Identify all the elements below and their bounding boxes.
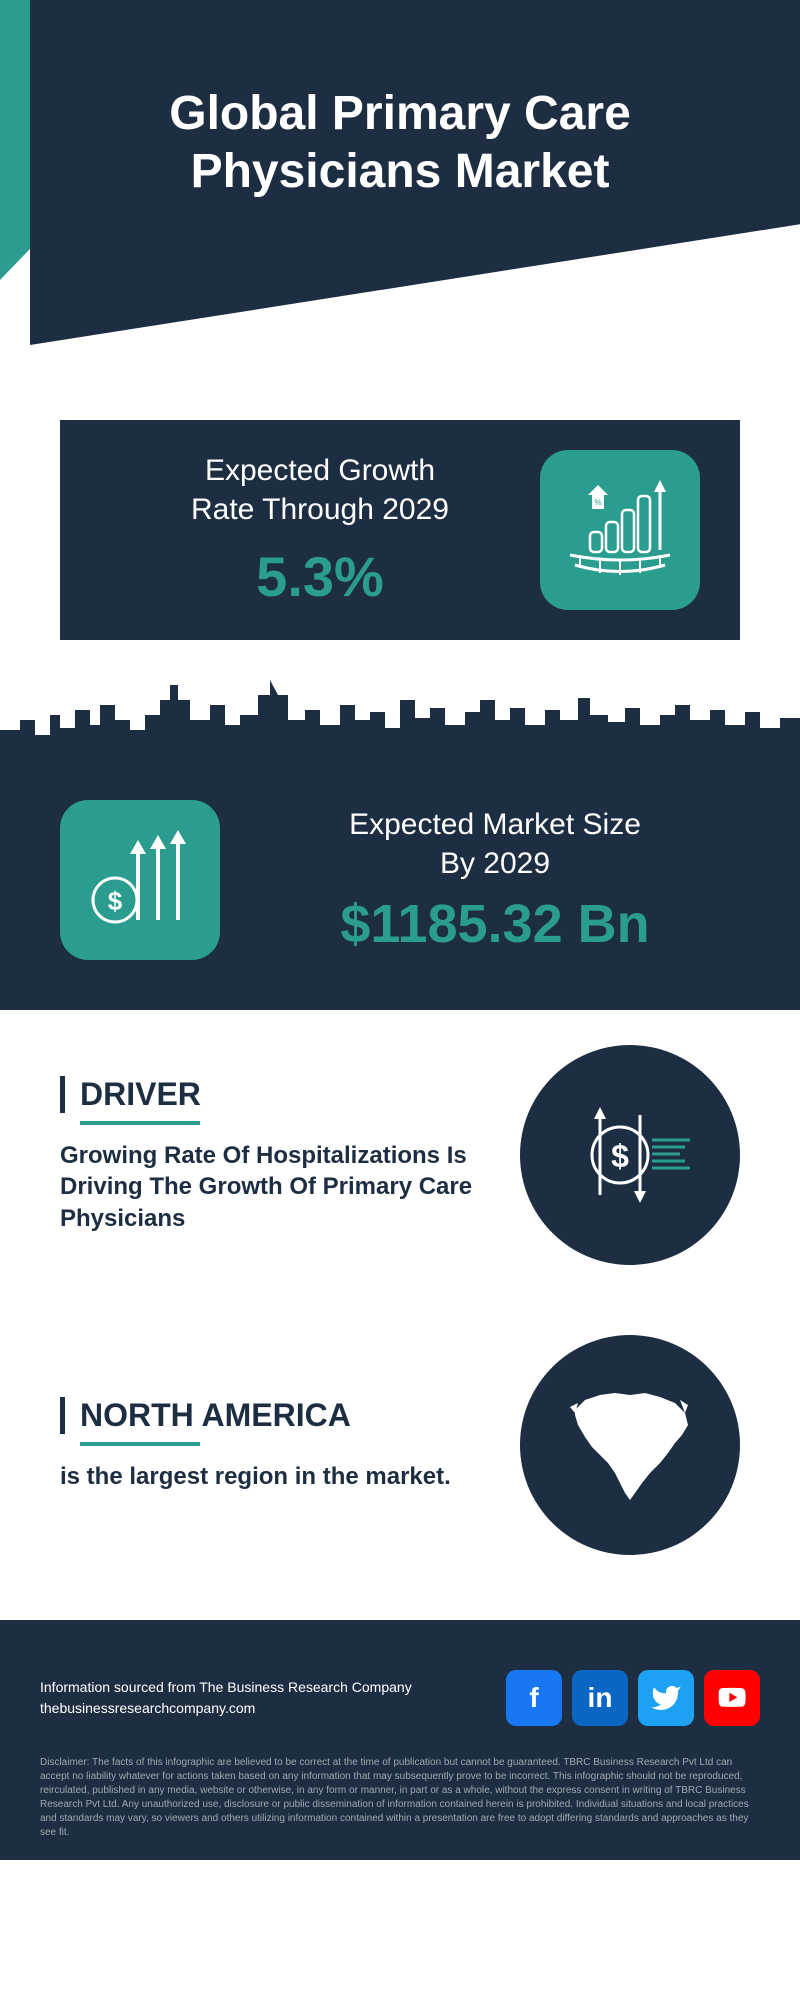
disclaimer-text: Disclaimer: The facts of this infographi… — [40, 1756, 760, 1840]
growth-chart-icon: % — [560, 470, 680, 590]
driver-icon-circle: $ — [520, 1045, 740, 1265]
growth-text-block: Expected Growth Rate Through 2029 5.3% — [100, 451, 540, 609]
region-description: is the largest region in the market. — [60, 1461, 490, 1492]
driver-text: DRIVER Growing Rate Of Hospitalizations … — [60, 1076, 490, 1234]
growth-value: 5.3% — [100, 544, 540, 609]
region-icon-circle — [520, 1335, 740, 1555]
page-title: Global Primary Care Physicians Market — [0, 85, 800, 200]
twitter-icon[interactable] — [638, 1670, 694, 1726]
region-section: NORTH AMERICA is the largest region in t… — [0, 1300, 800, 1590]
skyline-silhouette — [0, 670, 800, 770]
market-value: $1185.32 Bn — [250, 893, 740, 955]
region-heading: NORTH AMERICA — [60, 1397, 490, 1434]
svg-text:$: $ — [611, 1138, 629, 1174]
source-attribution: Information sourced from The Business Re… — [40, 1677, 412, 1719]
market-text-block: Expected Market Size By 2029 $1185.32 Bn — [250, 805, 740, 955]
market-icon-box: $ — [60, 800, 220, 960]
market-label: Expected Market Size By 2029 — [250, 805, 740, 883]
growth-label: Expected Growth Rate Through 2029 — [100, 451, 540, 529]
header-section: Global Primary Care Physicians Market — [0, 0, 800, 380]
title-line-2: Physicians Market — [191, 145, 610, 198]
infographic-container: Global Primary Care Physicians Market Ex… — [0, 0, 800, 1860]
svg-text:%: % — [594, 498, 601, 507]
footer-top-row: Information sourced from The Business Re… — [40, 1670, 760, 1726]
driver-heading: DRIVER — [60, 1076, 490, 1113]
svg-text:$: $ — [108, 886, 123, 916]
driver-section: DRIVER Growing Rate Of Hospitalizations … — [0, 1010, 800, 1300]
market-size-card: $ Expected Market Size By 2029 $1185.32 … — [0, 770, 800, 1010]
north-america-map-icon — [550, 1365, 710, 1525]
social-icons-row: f in — [506, 1670, 760, 1726]
driver-underline — [80, 1121, 200, 1125]
title-line-1: Global Primary Care — [169, 87, 631, 140]
region-text: NORTH AMERICA is the largest region in t… — [60, 1397, 490, 1492]
growth-icon-box: % — [540, 450, 700, 610]
footer-section: Information sourced from The Business Re… — [0, 1620, 800, 1860]
linkedin-icon[interactable]: in — [572, 1670, 628, 1726]
growth-rate-card: Expected Growth Rate Through 2029 5.3% — [60, 420, 740, 640]
youtube-icon[interactable] — [704, 1670, 760, 1726]
driver-description: Growing Rate Of Hospitalizations Is Driv… — [60, 1140, 490, 1234]
dollar-arrows-icon: $ — [80, 820, 200, 940]
facebook-icon[interactable]: f — [506, 1670, 562, 1726]
region-underline — [80, 1442, 200, 1446]
dollar-cycle-icon: $ — [560, 1085, 700, 1225]
